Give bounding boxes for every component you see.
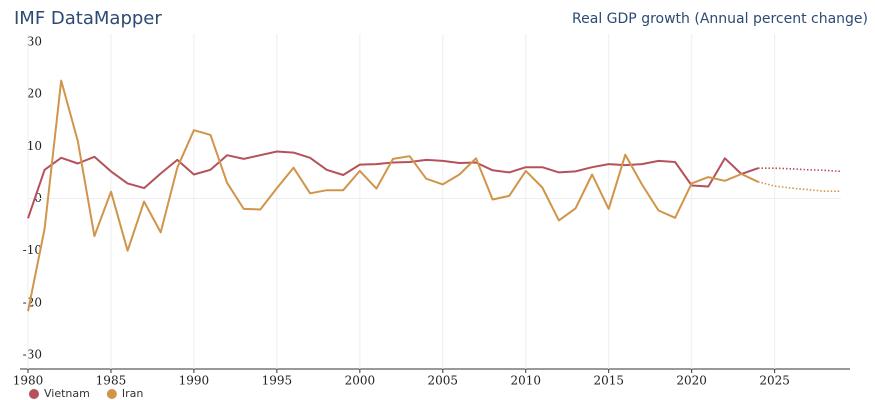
legend-label: Vietnam [44,387,90,400]
series-line [27,150,759,219]
x-tick-label: 1995 [262,374,293,388]
y-tick-label: -30 [23,348,42,362]
x-tick-label: 2025 [759,374,790,388]
forecast-line [758,167,842,173]
x-tick-label: 1990 [179,374,210,388]
legend-marker [106,389,117,399]
x-tick-label: 2020 [676,374,707,388]
y-tick-label: 10 [27,139,42,153]
y-tick-label: -20 [23,295,42,309]
x-tick-label: 2005 [428,374,459,388]
x-tick-label: 2015 [593,374,624,388]
forecast-line [757,181,841,192]
x-tick-label: 2010 [510,374,541,388]
x-tick-label: 1980 [13,374,44,388]
x-tick-label: 2000 [345,374,376,388]
site-title: IMF DataMapper [14,8,162,29]
y-tick-label: 20 [27,87,42,101]
series-line [27,79,759,312]
y-tick-label: 30 [27,35,42,49]
x-tick-label: 1985 [96,374,127,388]
legend-label: Iran [122,387,144,400]
chart-title: Real GDP growth (Annual percent change) [572,11,868,27]
legend-marker [29,389,39,399]
